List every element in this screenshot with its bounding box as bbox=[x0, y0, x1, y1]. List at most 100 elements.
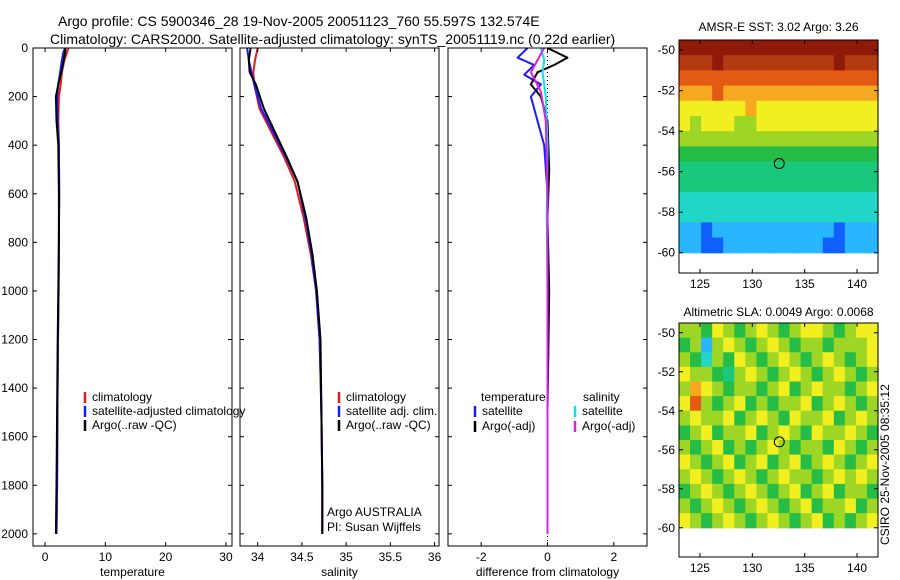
heatmap-cell bbox=[756, 323, 769, 339]
heatmap-cell bbox=[866, 146, 879, 163]
heatmap-cell bbox=[833, 191, 846, 208]
heatmap-cell bbox=[734, 131, 746, 147]
heatmap-cell bbox=[800, 100, 813, 117]
map-x-tick-label: 140 bbox=[847, 561, 867, 575]
heatmap-cell bbox=[844, 483, 857, 500]
heatmap-cell bbox=[833, 381, 846, 397]
heatmap-cell bbox=[756, 237, 769, 254]
heatmap-cell bbox=[701, 396, 713, 412]
heatmap-cell bbox=[800, 55, 813, 71]
heatmap-cell bbox=[778, 207, 791, 223]
heatmap-cell bbox=[745, 337, 757, 353]
y-tick-label: 1200 bbox=[1, 333, 28, 347]
heatmap-cell bbox=[844, 191, 857, 208]
heatmap-cell bbox=[866, 440, 879, 456]
heatmap-cell bbox=[767, 410, 780, 426]
heatmap-cell bbox=[712, 207, 724, 223]
heatmap-cell bbox=[789, 176, 802, 193]
heatmap-cell bbox=[745, 237, 757, 254]
heatmap-cell bbox=[833, 337, 846, 353]
heatmap-cell bbox=[866, 176, 879, 193]
heatmap-cell bbox=[855, 352, 868, 368]
heatmap-cell bbox=[723, 396, 735, 412]
y-tick-label: 2000 bbox=[1, 527, 28, 541]
heatmap-cell bbox=[723, 337, 735, 353]
heatmap-cell bbox=[734, 410, 746, 426]
heatmap-cell bbox=[778, 483, 791, 500]
y-tick-label: 0 bbox=[21, 41, 28, 55]
heatmap-cell bbox=[855, 366, 868, 383]
heatmap-cell bbox=[734, 146, 746, 163]
x-tick-label: 30 bbox=[219, 550, 233, 564]
heatmap-cell bbox=[778, 146, 791, 163]
heatmap-cell bbox=[822, 396, 835, 412]
heatmap-cell bbox=[690, 381, 702, 397]
heatmap-cell bbox=[833, 85, 846, 102]
heatmap-cell bbox=[734, 222, 746, 239]
x-tick-label: 35.5 bbox=[379, 550, 403, 564]
heatmap-cell bbox=[734, 425, 746, 441]
heatmap-cell bbox=[701, 513, 713, 529]
heatmap-cell bbox=[756, 191, 769, 208]
heatmap-cell bbox=[756, 425, 769, 441]
heatmap-cell bbox=[723, 498, 735, 514]
heatmap-cell bbox=[811, 469, 824, 485]
heatmap-cell bbox=[712, 85, 724, 102]
x-tick-label: 34 bbox=[251, 550, 265, 564]
heatmap-cell bbox=[833, 425, 846, 441]
heatmap-cell bbox=[756, 70, 769, 87]
heatmap-cell bbox=[734, 191, 746, 208]
heatmap-cell bbox=[723, 55, 735, 71]
heatmap-cell bbox=[745, 513, 757, 529]
heatmap-cell bbox=[745, 161, 757, 178]
heatmap-cell bbox=[745, 352, 757, 368]
heatmap-cell bbox=[745, 440, 757, 456]
heatmap-cell bbox=[734, 337, 746, 353]
x-tick-label: 34.5 bbox=[290, 550, 314, 564]
heatmap-cell bbox=[701, 55, 713, 71]
heatmap-cell bbox=[712, 513, 724, 529]
heatmap-cell bbox=[800, 323, 813, 339]
x-tick-label: 20 bbox=[159, 550, 173, 564]
heatmap-cell bbox=[679, 513, 691, 529]
heatmap-cell bbox=[789, 115, 802, 132]
heatmap-cell bbox=[866, 131, 879, 147]
heatmap-cell bbox=[723, 40, 735, 56]
heatmap-cell bbox=[756, 498, 769, 514]
heatmap-cell bbox=[723, 222, 735, 239]
heatmap-cell bbox=[690, 454, 702, 470]
map-y-tick-label: -56 bbox=[658, 165, 676, 179]
heatmap-cell bbox=[844, 425, 857, 441]
heatmap-cell bbox=[679, 40, 691, 56]
heatmap-cell bbox=[789, 337, 802, 353]
heatmap-cell bbox=[855, 323, 868, 339]
heatmap-cell bbox=[778, 237, 791, 254]
heatmap-cell bbox=[855, 440, 868, 456]
heatmap-cell bbox=[701, 40, 713, 56]
salinity-profile-chart: 34 34.5 35 35.5 36 salinity climatologysatelli… bbox=[239, 47, 442, 579]
heatmap-cell bbox=[734, 454, 746, 470]
map-y-tick-label: -50 bbox=[658, 43, 676, 57]
heatmap-cell bbox=[789, 131, 802, 147]
heatmap-cell bbox=[789, 513, 802, 529]
heatmap-cell bbox=[800, 352, 813, 368]
heatmap-cell bbox=[767, 176, 780, 193]
heatmap-cell bbox=[844, 207, 857, 223]
heatmap-cell bbox=[679, 85, 691, 102]
heatmap-cell bbox=[745, 469, 757, 485]
heatmap-cell bbox=[712, 191, 724, 208]
heatmap-cell bbox=[712, 176, 724, 193]
heatmap-cell bbox=[690, 440, 702, 456]
heatmap-cell bbox=[789, 323, 802, 339]
figure-title-line2: Climatology: CARS2000. Satellite-adjuste… bbox=[50, 31, 615, 47]
heatmap-cell bbox=[866, 396, 879, 412]
heatmap-cell bbox=[712, 337, 724, 353]
heatmap-cell bbox=[789, 483, 802, 500]
x-tick-label: 36 bbox=[428, 550, 442, 564]
heatmap-cell bbox=[701, 440, 713, 456]
heatmap-cell bbox=[855, 337, 868, 353]
heatmap-cell bbox=[690, 513, 702, 529]
heatmap-cell bbox=[745, 425, 757, 441]
heatmap-cell bbox=[833, 40, 846, 56]
heatmap-cell bbox=[822, 161, 835, 178]
